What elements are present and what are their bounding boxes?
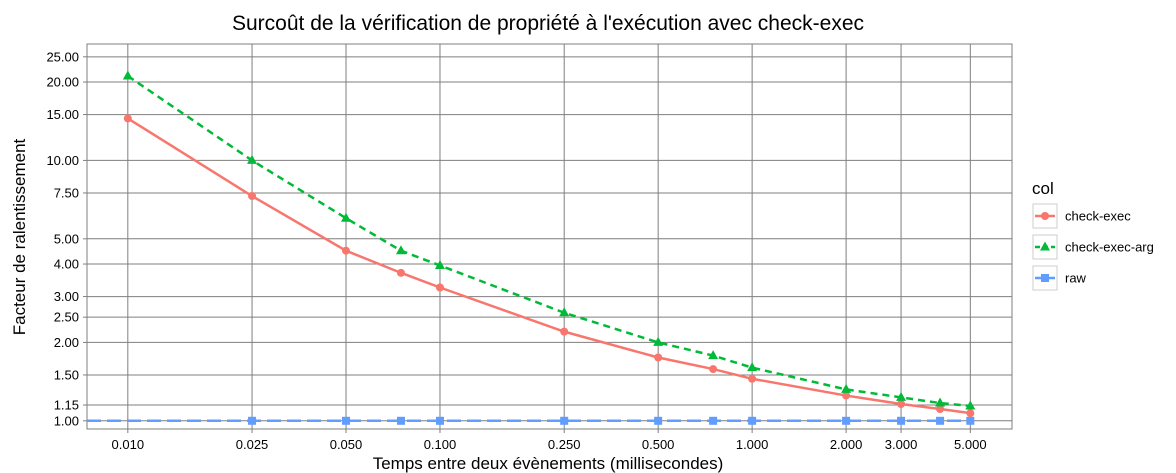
- x-axis-title: Temps entre deux évènements (millisecond…: [373, 454, 724, 473]
- data-point: [248, 192, 257, 201]
- data-point: [342, 416, 351, 425]
- data-point: [341, 212, 352, 222]
- y-tick-label: 1.50: [54, 367, 79, 382]
- data-point: [709, 416, 718, 425]
- data-point: [559, 307, 570, 317]
- data-point: [342, 246, 351, 255]
- series-check-exec-arg: [122, 70, 976, 410]
- legend-label: check-exec: [1065, 209, 1131, 224]
- data-point: [936, 416, 945, 425]
- data-point: [935, 397, 946, 407]
- x-tick-label: 2.000: [830, 437, 863, 452]
- data-point: [560, 416, 569, 425]
- y-tick-label: 1.00: [54, 413, 79, 428]
- data-point: [708, 350, 719, 360]
- data-point: [395, 245, 406, 255]
- legend-marker: [1040, 241, 1050, 251]
- legend-title: col: [1032, 179, 1054, 198]
- data-point: [897, 400, 906, 409]
- y-tick-label: 7.50: [54, 185, 79, 200]
- data-point: [897, 416, 906, 425]
- data-point: [435, 416, 444, 425]
- legend-item-raw: raw: [1032, 265, 1087, 291]
- data-point: [748, 416, 757, 425]
- chart-title: Surcoût de la vérification de propriété …: [232, 12, 864, 35]
- data-point: [966, 416, 975, 425]
- legend-item-check-exec: check-exec: [1032, 203, 1131, 229]
- y-tick-label: 25.00: [46, 49, 79, 64]
- grid: [87, 44, 1012, 429]
- data-point: [122, 70, 133, 80]
- y-tick-label: 20.00: [46, 75, 79, 90]
- x-tick-label: 1.000: [736, 437, 769, 452]
- data-point: [709, 365, 718, 374]
- x-axis-ticks: 0.010 0.025 0.050 0.100 0.250 0.500 1.000 2.000…: [112, 429, 987, 452]
- series-layer: [87, 70, 976, 425]
- y-tick-label: 15.00: [46, 107, 79, 122]
- y-tick-label: 4.00: [54, 257, 79, 272]
- y-tick-label: 2.50: [54, 310, 79, 325]
- data-point: [654, 353, 663, 362]
- series-raw: [87, 416, 975, 425]
- x-tick-label: 0.050: [330, 437, 363, 452]
- data-point: [396, 268, 405, 277]
- legend-marker: [1041, 274, 1049, 282]
- x-tick-label: 5.000: [954, 437, 987, 452]
- y-tick-label: 5.00: [54, 231, 79, 246]
- data-point: [965, 400, 976, 410]
- y-tick-label: 10.00: [46, 153, 79, 168]
- legend-label: raw: [1065, 271, 1087, 286]
- x-tick-label: 0.500: [642, 437, 675, 452]
- legend: col check-exec check-exec-arg raw: [1032, 179, 1154, 291]
- data-point: [435, 283, 444, 292]
- data-point: [748, 374, 757, 383]
- series-check-exec: [123, 114, 975, 418]
- data-point: [747, 362, 758, 372]
- x-tick-label: 0.025: [236, 437, 269, 452]
- y-tick-label: 3.00: [54, 289, 79, 304]
- data-point: [966, 409, 975, 418]
- data-point: [123, 114, 132, 123]
- data-point: [842, 416, 851, 425]
- legend-label: check-exec-arg: [1065, 240, 1154, 255]
- y-axis-ticks: 1.001.15 1.50 2.00 2.50 3.00 4.00 5.00 7.50 10.0…: [46, 49, 87, 428]
- x-tick-label: 3.000: [885, 437, 918, 452]
- data-point: [248, 416, 257, 425]
- data-point: [434, 259, 445, 269]
- data-point: [654, 416, 663, 425]
- legend-marker: [1041, 212, 1049, 220]
- y-axis-title: Facteur de ralentissement: [10, 138, 29, 335]
- data-point: [842, 391, 851, 400]
- plot-panel: [86, 43, 1013, 430]
- legend-item-check-exec-arg: check-exec-arg: [1032, 234, 1154, 260]
- data-point: [841, 383, 852, 393]
- data-point: [896, 391, 907, 401]
- data-point: [653, 336, 664, 346]
- x-tick-label: 0.250: [548, 437, 581, 452]
- data-point: [247, 154, 258, 164]
- data-point: [936, 404, 945, 413]
- y-tick-label: 1.15: [54, 397, 79, 412]
- data-point: [560, 327, 569, 336]
- legend-items: check-exec check-exec-arg raw: [1032, 203, 1154, 291]
- x-tick-label: 0.010: [112, 437, 145, 452]
- y-tick-label: 2.00: [54, 335, 79, 350]
- x-tick-label: 0.100: [424, 437, 457, 452]
- data-point: [396, 416, 405, 425]
